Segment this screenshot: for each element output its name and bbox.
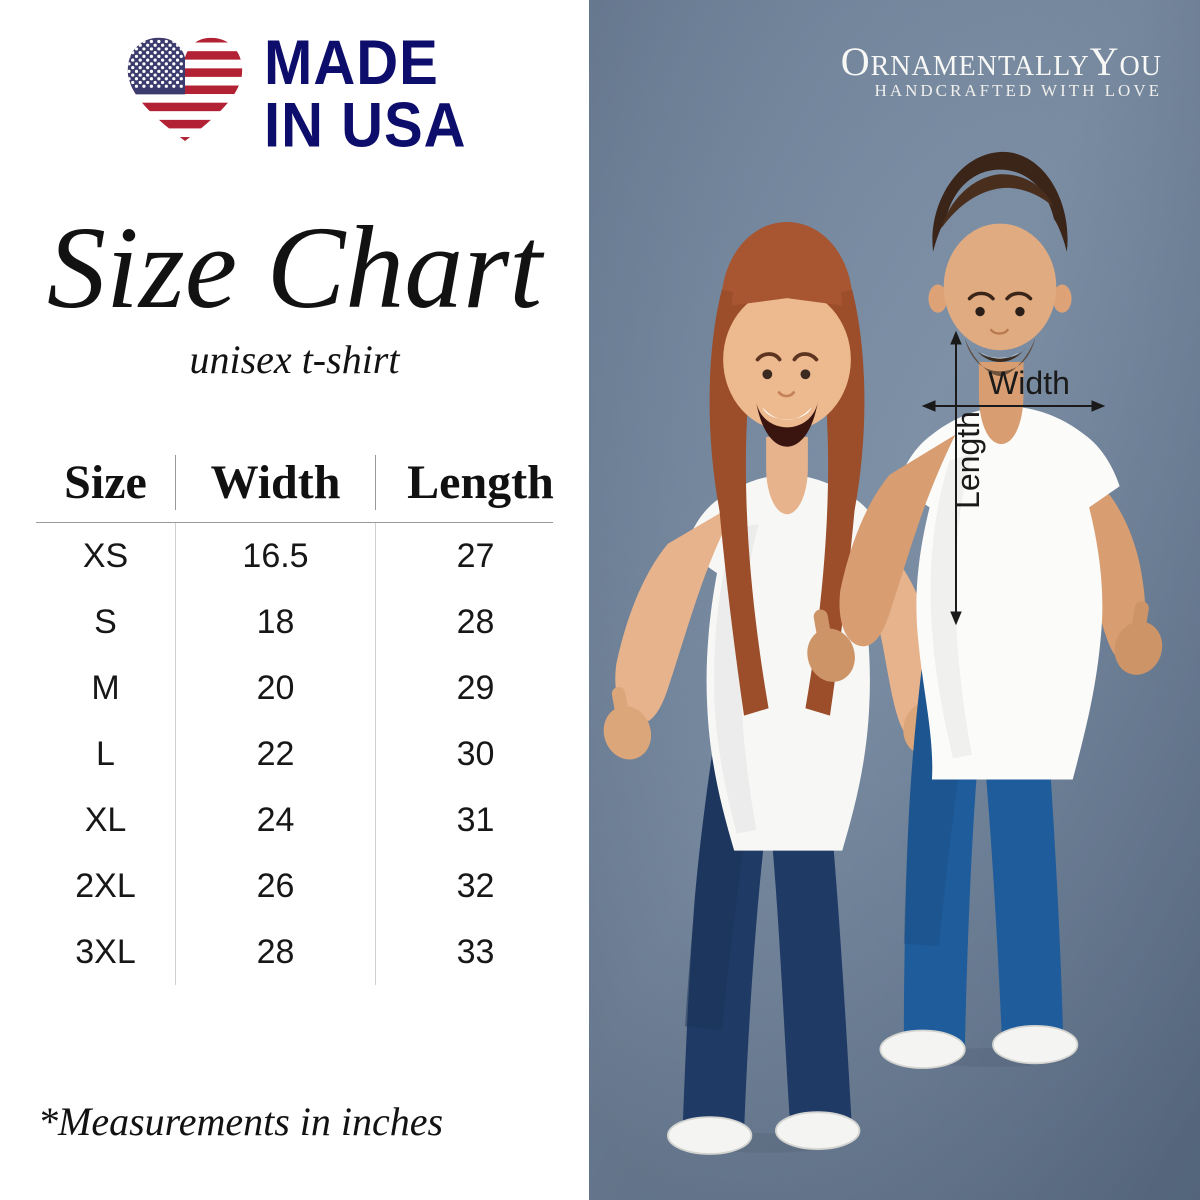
svg-text:Width: Width <box>988 365 1070 401</box>
svg-text:Length: Length <box>950 411 986 509</box>
